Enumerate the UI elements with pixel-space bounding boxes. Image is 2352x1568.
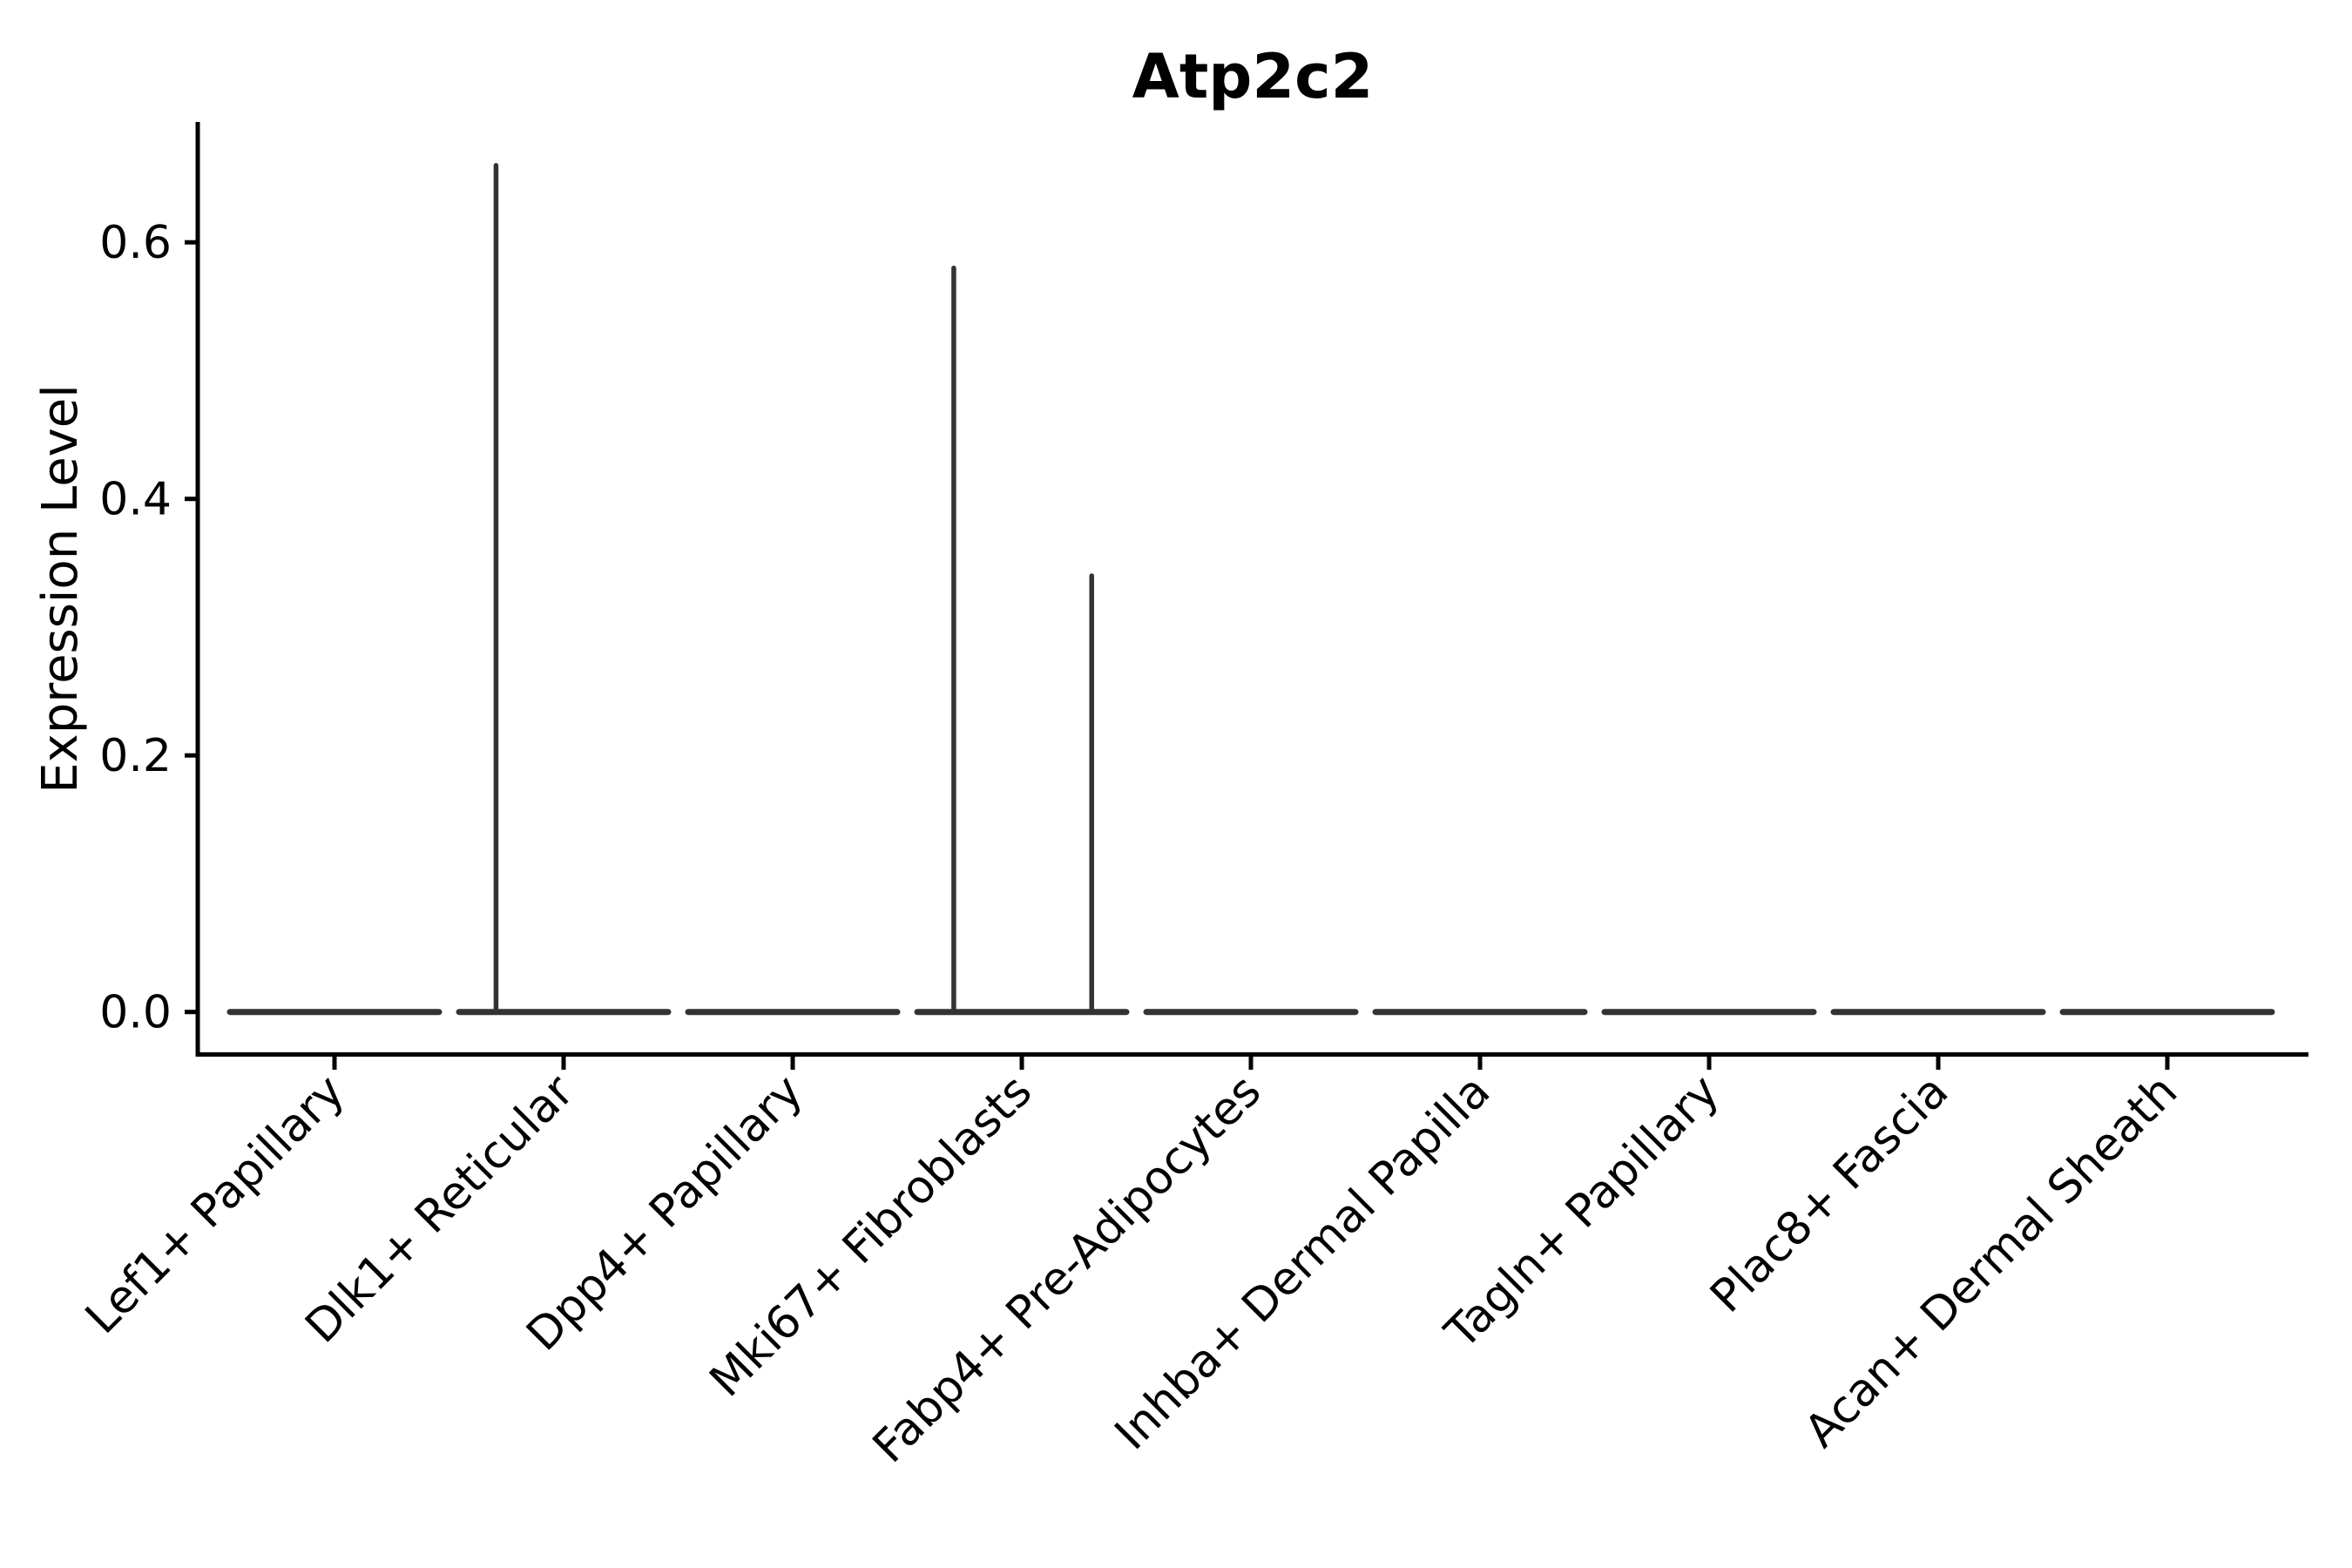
y-tick-label: 0.0 [99, 987, 172, 1039]
violin-layer [226, 163, 2275, 1016]
x-tick-label: Fabp4+ Pre-Adipocytes [863, 1065, 1271, 1473]
y-axis-label: Expression Level [32, 384, 89, 794]
y-tick-label: 0.2 [99, 730, 172, 782]
y-tick-label: 0.4 [99, 474, 172, 526]
x-tick-label: Acan+ Dermal Sheath [1795, 1065, 2188, 1458]
chart-title: Atp2c2 [1132, 41, 1374, 112]
y-tick-label: 0.6 [99, 217, 172, 269]
axes-layer: 0.0 0.2 0.4 0.6 [99, 122, 2308, 1070]
x-tick-label: Inhba+ Dermal Papilla [1105, 1065, 1500, 1460]
x-tick-label: Plac8+ Fascia [1700, 1065, 1958, 1323]
